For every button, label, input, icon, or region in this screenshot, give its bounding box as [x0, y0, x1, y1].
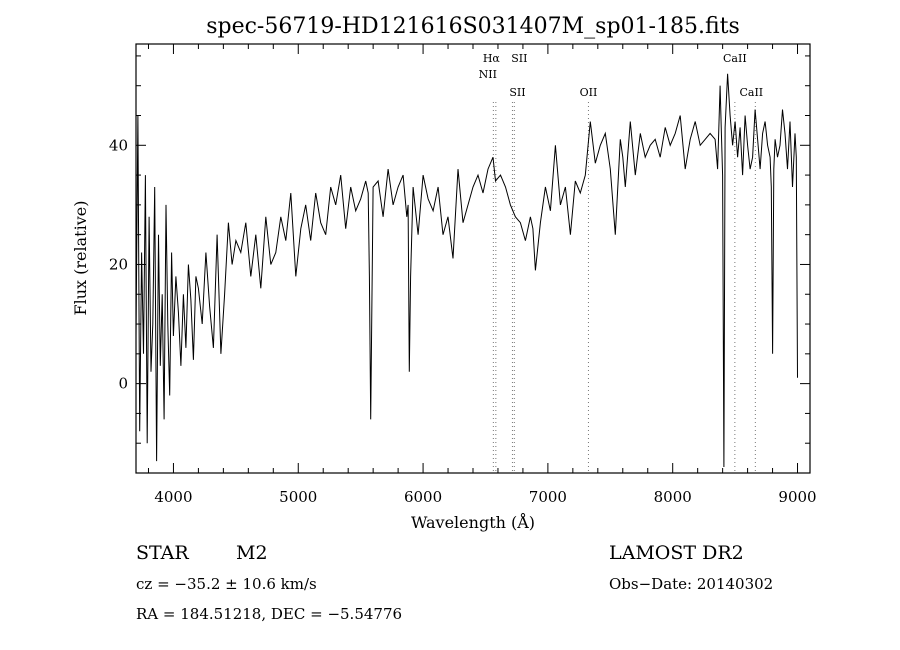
spectral-line-label: NII [479, 68, 497, 81]
object-class: STAR [136, 542, 189, 564]
axis-ticks [136, 44, 810, 474]
y-tick-label: 20 [109, 255, 128, 273]
x-tick-label: 6000 [404, 488, 442, 506]
spectral-line-label: CaII [739, 86, 763, 99]
spectral-line-label: OII [580, 86, 598, 99]
spectrum-line [135, 73, 798, 468]
object-subclass: M2 [236, 542, 268, 564]
x-axis-label: Wavelength (Å) [411, 512, 535, 532]
chart-title: spec-56719-HD121616S031407M_sp01-185.fit… [206, 14, 740, 39]
x-tick-label: 4000 [154, 488, 192, 506]
x-tick-label: 5000 [279, 488, 317, 506]
x-tick-label: 7000 [529, 488, 567, 506]
redshift-value: cz = −35.2 ± 10.6 km/s [136, 575, 317, 593]
obs-date: Obs−Date: 20140302 [609, 575, 773, 593]
spectral-line-label: SII [509, 86, 525, 99]
spectral-line-label: CaII [723, 52, 747, 65]
x-tick-label: 9000 [778, 488, 816, 506]
y-tick-label: 0 [118, 375, 128, 393]
spectral-line-markers: Hα NII SII SII OII CaII CaII [479, 52, 763, 473]
y-tick-label: 40 [109, 136, 128, 154]
x-tick-label: 8000 [654, 488, 692, 506]
y-axis-label: Flux (relative) [71, 201, 90, 316]
tick-labels: 4000 5000 6000 7000 8000 9000 0 20 40 [109, 136, 817, 506]
survey-name: LAMOST DR2 [609, 542, 744, 564]
plot-frame [135, 43, 811, 474]
sky-position: RA = 184.51218, DEC = −5.54776 [136, 605, 402, 623]
spectral-line-label: Hα [483, 52, 501, 65]
spectral-line-label: SII [511, 52, 527, 65]
